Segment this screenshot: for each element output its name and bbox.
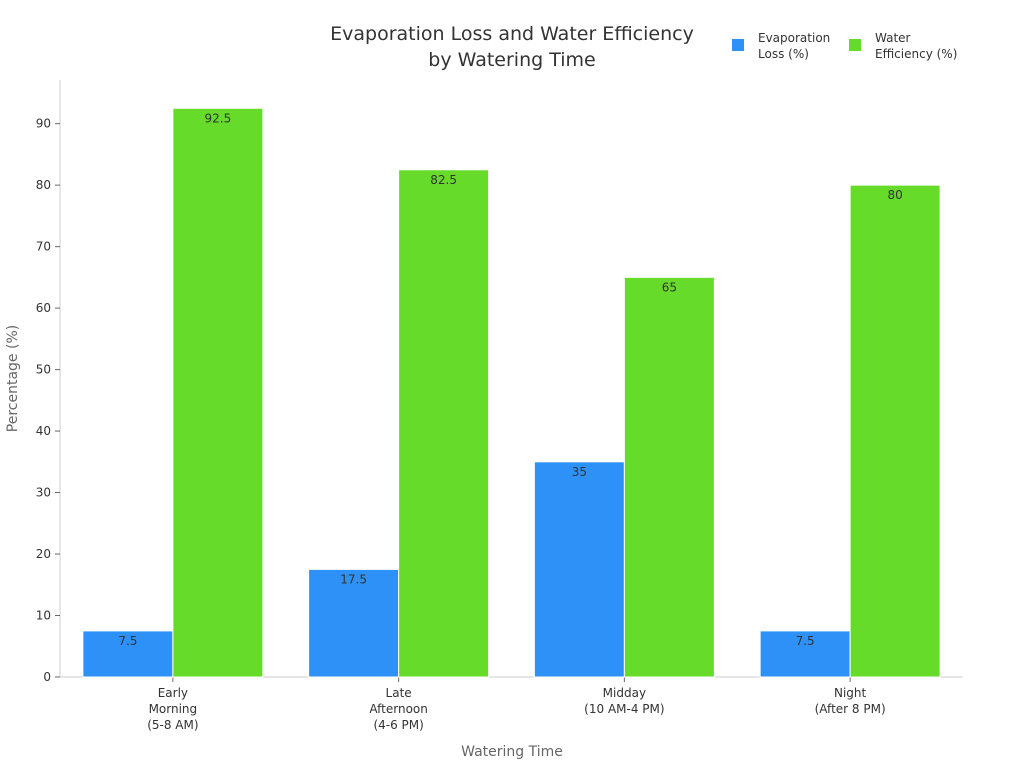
x-tick-label: Late xyxy=(386,686,412,700)
data-label: 7.5 xyxy=(796,634,815,648)
x-tick-label: Night xyxy=(834,686,867,700)
y-tick-label: 80 xyxy=(36,178,51,192)
y-tick-label: 90 xyxy=(36,117,51,131)
x-tick-label: Afternoon xyxy=(369,702,428,716)
y-tick-label: 20 xyxy=(36,547,51,561)
y-tick-label: 70 xyxy=(36,240,51,254)
y-tick-label: 50 xyxy=(36,363,51,377)
x-tick-label: (4-6 PM) xyxy=(373,718,423,732)
y-tick-label: 60 xyxy=(36,301,51,315)
data-label: 65 xyxy=(662,280,677,294)
x-tick-label: (5-8 AM) xyxy=(147,718,198,732)
data-label: 35 xyxy=(572,465,587,479)
data-label: 17.5 xyxy=(340,572,367,586)
bar-water-efficiency xyxy=(849,184,941,678)
legend-swatch xyxy=(732,39,744,51)
bar-evaporation-loss xyxy=(759,630,851,678)
y-tick-label: 30 xyxy=(36,486,51,500)
bar-evaporation-loss xyxy=(533,461,625,678)
bar-water-efficiency xyxy=(623,276,715,678)
data-label: 80 xyxy=(887,188,902,202)
x-tick-label: (After 8 PM) xyxy=(815,702,886,716)
x-tick-label: (10 AM-4 PM) xyxy=(584,702,664,716)
x-tick-label: Morning xyxy=(149,702,198,716)
y-tick-label: 10 xyxy=(36,609,51,623)
y-axis-label: Percentage (%) xyxy=(5,325,21,432)
y-tick-label: 40 xyxy=(36,424,51,438)
x-axis-label: Watering Time xyxy=(461,744,563,760)
x-tick-label: Midday xyxy=(603,686,646,700)
legend-swatch xyxy=(849,39,861,51)
legend-label: Loss (%) xyxy=(758,47,809,61)
data-label: 92.5 xyxy=(205,111,232,125)
y-tick-label: 0 xyxy=(43,670,51,684)
x-tick-label: Early xyxy=(158,686,188,700)
chart-title: Evaporation Loss and Water Efficiency xyxy=(330,23,694,45)
legend-label: Evaporation xyxy=(758,31,830,45)
bar-water-efficiency xyxy=(172,107,264,678)
bar-water-efficiency xyxy=(398,169,490,678)
legend-label: Efficiency (%) xyxy=(875,47,957,61)
chart-title: by Watering Time xyxy=(428,49,595,71)
data-label: 82.5 xyxy=(430,173,457,187)
data-label: 7.5 xyxy=(118,634,137,648)
legend-label: Water xyxy=(875,31,911,45)
